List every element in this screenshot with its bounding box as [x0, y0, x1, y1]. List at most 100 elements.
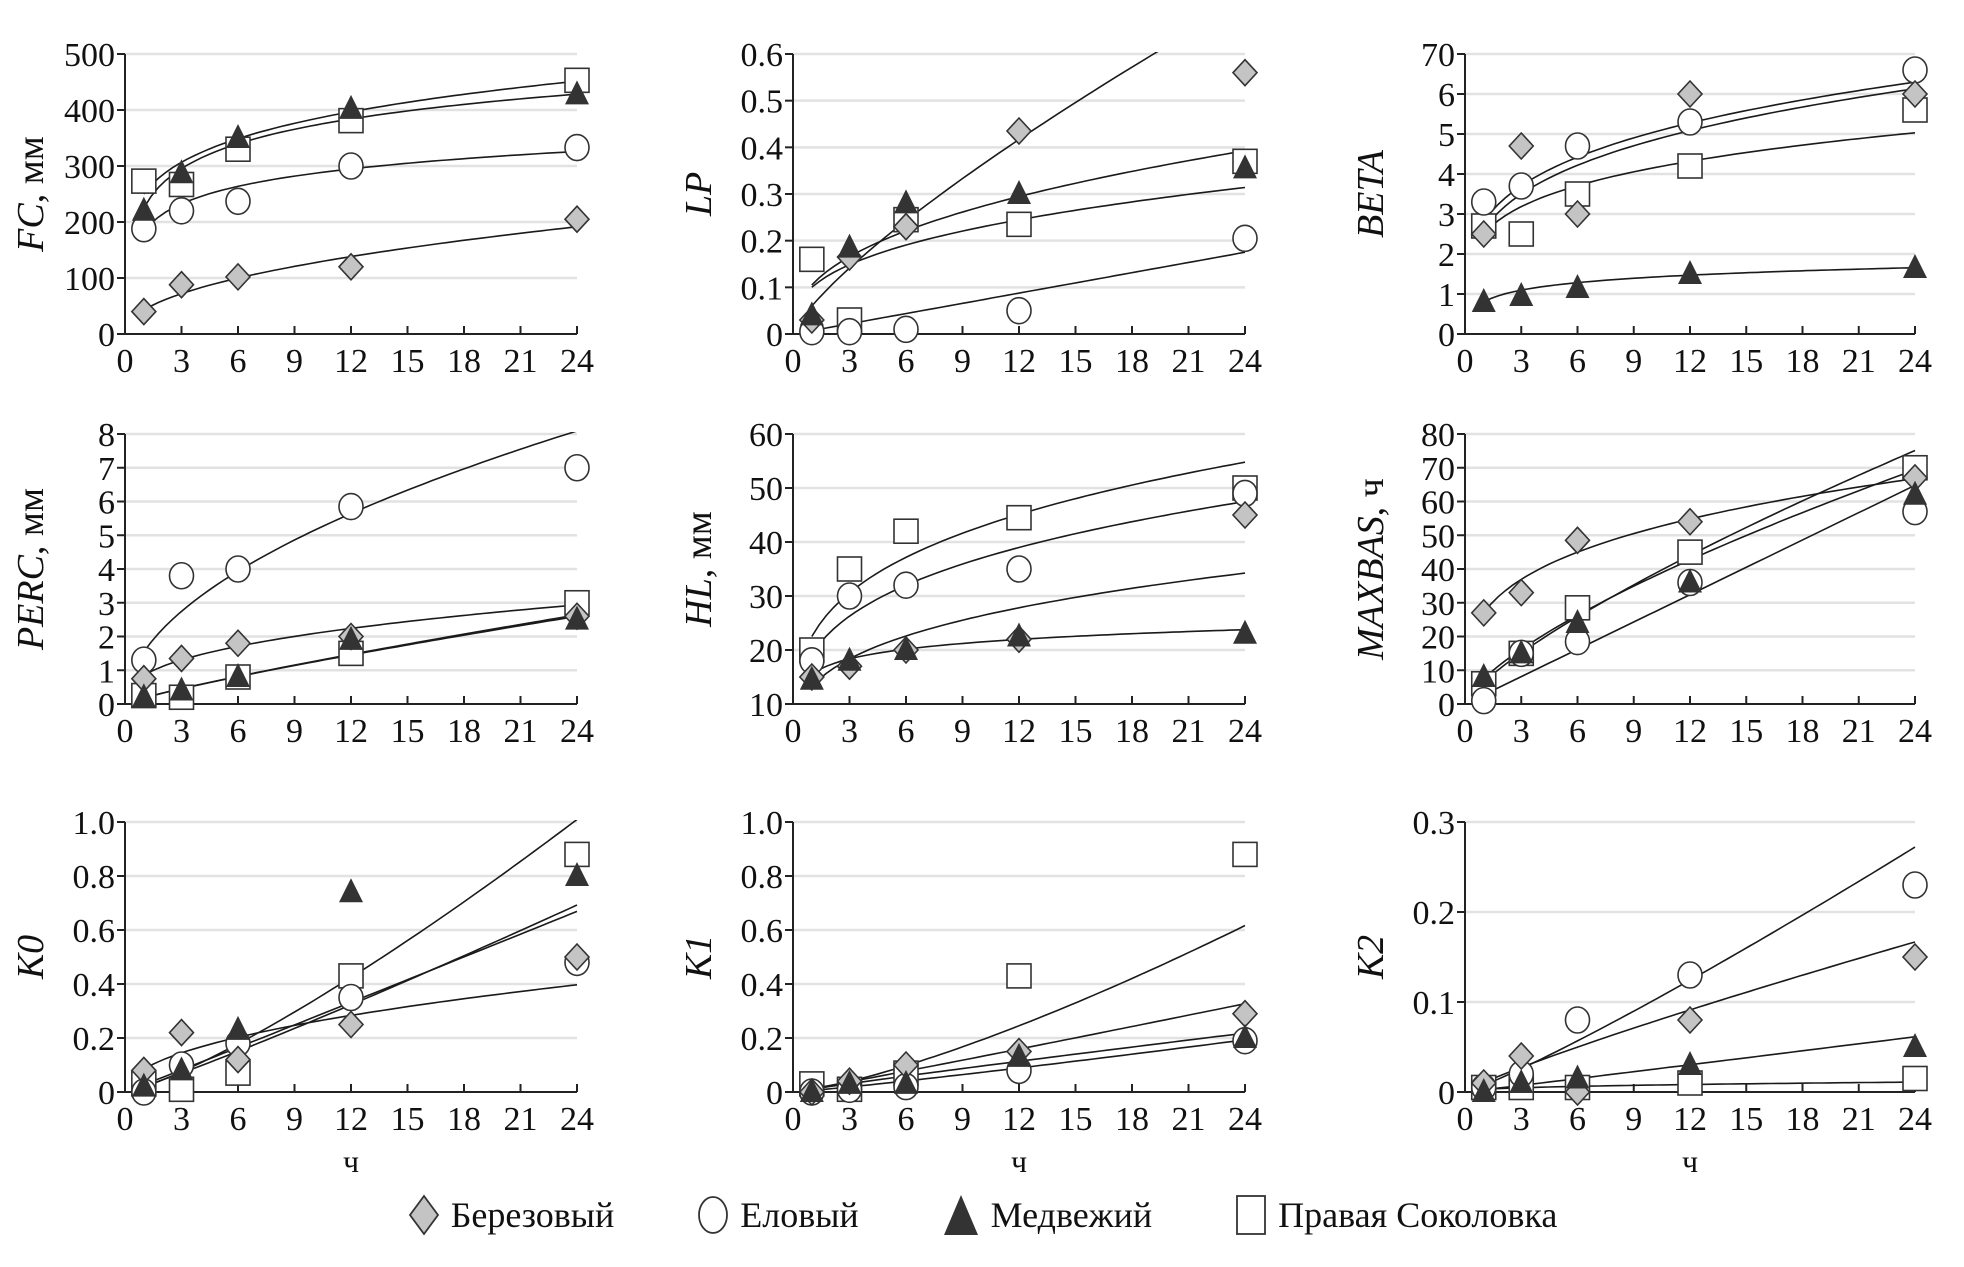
data-point-square [893, 518, 919, 545]
trend-line-triangle [1483, 1036, 1916, 1091]
data-point-diamond [1508, 578, 1535, 607]
y-axis-title-variable: FC [10, 203, 52, 253]
y-tick-label: 0.1 [741, 270, 784, 307]
x-tick-label: 24 [1228, 343, 1262, 380]
panel-k1: 0 0.2 0.4 0.6 0.8 1.0 0 3 6 9 12 15 18 21 24 K1 ч [678, 805, 1262, 1179]
data-point-diamond [168, 270, 195, 299]
x-tick-label: 3 [1513, 1101, 1530, 1138]
y-tick-label: 0.3 [1413, 805, 1456, 842]
y-axis-title-variable: PERC [10, 554, 52, 651]
legend-item-elovy: Еловый [696, 1193, 859, 1237]
x-tick-label: 21 [504, 713, 538, 750]
x-tick-label: 9 [286, 343, 303, 380]
x-tick-label: 15 [391, 343, 425, 380]
data-point-triangle [1471, 663, 1496, 687]
y-tick-label: 5 [98, 518, 115, 555]
y-tick-label: 70 [1421, 451, 1455, 488]
data-point-triangle [1903, 480, 1927, 505]
x-tick-label: 6 [230, 343, 247, 380]
legend-item-medvezhy: Медвежий [941, 1193, 1152, 1237]
x-tick-label: 9 [954, 713, 971, 750]
data-point-triangle [1565, 609, 1590, 633]
y-tick-label: 30 [749, 579, 783, 616]
y-tick-label: 0.6 [741, 37, 784, 74]
x-tick-label: 24 [560, 1101, 594, 1138]
y-tick-label: 200 [64, 205, 115, 242]
x-tick-label: 0 [117, 1101, 134, 1138]
data-point-diamond [1676, 507, 1704, 536]
x-tick-label: 6 [898, 713, 915, 750]
trend-line-diamond [1483, 941, 1916, 1084]
data-point-diamond [168, 1018, 195, 1047]
x-tick-label: 6 [898, 1101, 915, 1138]
x-tick-label: 15 [391, 713, 425, 750]
y-tick-label: 0.4 [741, 130, 784, 167]
x-tick-label: 21 [504, 1101, 538, 1138]
data-point-square [1677, 153, 1703, 179]
x-tick-label: 9 [1625, 1101, 1642, 1138]
data-point-triangle [1678, 260, 1702, 284]
data-point-square [131, 168, 157, 194]
data-point-diamond [1508, 131, 1535, 161]
y-axis-title: K0 [10, 935, 52, 980]
x-tick-label: 15 [1729, 1101, 1763, 1138]
y-axis-title-unit: , мм [678, 511, 720, 578]
x-tick-label: 15 [1729, 713, 1763, 750]
data-point-triangle [339, 878, 363, 903]
y-axis-title-variable: K1 [678, 935, 720, 980]
data-point-circle [338, 492, 364, 521]
data-point-triangle [169, 676, 194, 701]
data-point-triangle [1233, 154, 1257, 179]
x-tick-label: 9 [286, 713, 303, 750]
data-point-square [836, 556, 863, 582]
x-tick-label: 24 [1228, 713, 1262, 750]
data-point-triangle [1007, 180, 1031, 204]
x-tick-label: 18 [1786, 1101, 1820, 1138]
data-point-square [1006, 504, 1032, 531]
trend-line-diamond [811, 52, 1159, 307]
data-point-triangle [1509, 282, 1534, 306]
x-tick-label: 0 [1457, 343, 1474, 380]
x-tick-label: 3 [841, 1101, 858, 1138]
data-point-triangle [1509, 1069, 1534, 1093]
y-tick-label: 400 [64, 93, 115, 130]
series-circle [1470, 56, 1928, 216]
y-axis-title: BETA [1350, 149, 1392, 238]
diamond-marker-icon [408, 1194, 439, 1236]
x-tick-label: 9 [1625, 713, 1642, 750]
trend-line-diamond [143, 604, 578, 677]
x-tick-label: 12 [1673, 1101, 1707, 1138]
x-tick-label: 0 [785, 343, 802, 380]
y-tick-label: 0.5 [741, 84, 784, 121]
y-tick-label: 30 [1421, 586, 1455, 623]
x-tick-label: 12 [1002, 1101, 1036, 1138]
y-tick-label: 8 [98, 417, 115, 454]
data-point-triangle [894, 636, 918, 660]
series-square [131, 589, 590, 711]
data-point-diamond [1676, 1005, 1704, 1035]
series-circle [131, 133, 590, 243]
series-triangle [1471, 480, 1927, 687]
data-point-diamond [563, 205, 591, 234]
x-tick-label: 0 [785, 1101, 802, 1138]
y-tick-label: 0 [98, 317, 115, 354]
square-marker-icon [1236, 1195, 1267, 1235]
trend-line-square [143, 80, 578, 195]
data-point-circle [836, 317, 863, 346]
data-point-square [1677, 539, 1703, 565]
x-tick-label: 21 [1172, 713, 1206, 750]
data-point-diamond [224, 262, 252, 292]
series-triangle [131, 862, 589, 1097]
data-point-triangle [1565, 274, 1590, 298]
data-point-square [1006, 963, 1032, 989]
x-tick-label: 18 [447, 713, 481, 750]
data-point-diamond [892, 212, 920, 241]
legend-item-pravaya-sokolovka: Правая Соколовка [1234, 1193, 1557, 1237]
data-point-circle [1470, 686, 1497, 715]
x-tick-label: 24 [1898, 1101, 1932, 1138]
circle-marker-icon [698, 1196, 729, 1234]
x-tick-label: 9 [1625, 343, 1642, 380]
y-tick-label: 40 [1421, 552, 1455, 589]
y-tick-label: 20 [749, 633, 783, 670]
